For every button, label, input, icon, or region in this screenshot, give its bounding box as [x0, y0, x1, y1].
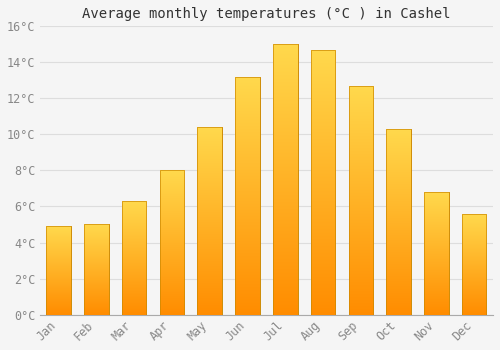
Bar: [424, 192, 448, 315]
Bar: [462, 214, 486, 315]
Bar: [160, 170, 184, 315]
Bar: [348, 86, 373, 315]
Bar: [235, 77, 260, 315]
Bar: [273, 44, 297, 315]
Bar: [462, 214, 486, 315]
Bar: [122, 201, 146, 315]
Bar: [84, 224, 108, 315]
Bar: [160, 170, 184, 315]
Bar: [386, 129, 411, 315]
Bar: [46, 226, 71, 315]
Bar: [46, 226, 71, 315]
Bar: [424, 192, 448, 315]
Bar: [310, 50, 336, 315]
Bar: [235, 77, 260, 315]
Bar: [310, 50, 336, 315]
Bar: [198, 127, 222, 315]
Bar: [198, 127, 222, 315]
Bar: [84, 224, 108, 315]
Bar: [122, 201, 146, 315]
Title: Average monthly temperatures (°C ) in Cashel: Average monthly temperatures (°C ) in Ca…: [82, 7, 450, 21]
Bar: [386, 129, 411, 315]
Bar: [273, 44, 297, 315]
Bar: [348, 86, 373, 315]
